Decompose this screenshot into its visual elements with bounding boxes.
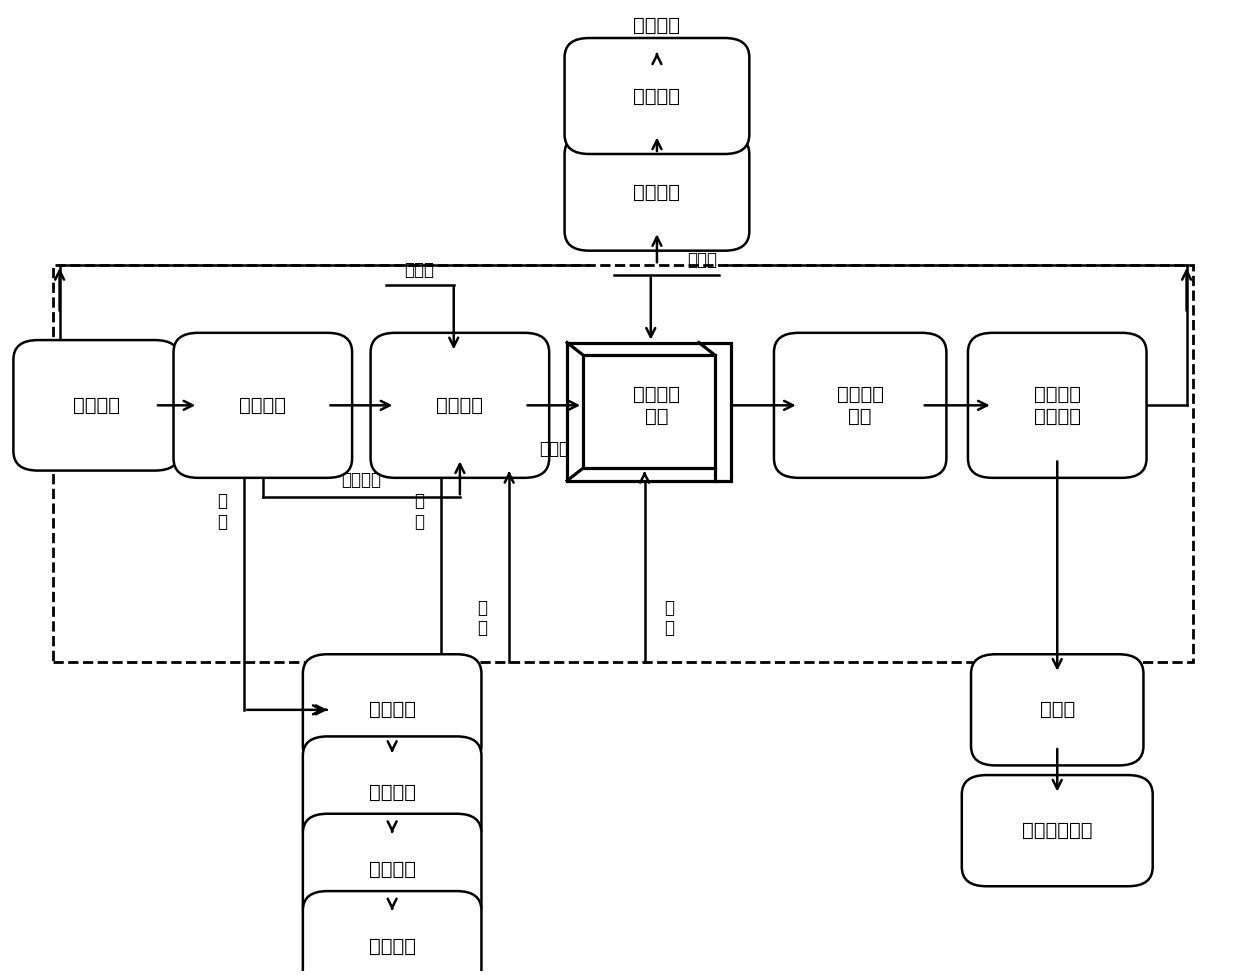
Text: 机械破碎: 机械破碎 xyxy=(436,396,484,414)
FancyBboxPatch shape xyxy=(371,332,549,478)
Text: 达标排放: 达标排放 xyxy=(634,16,681,35)
Text: 固液分离: 固液分离 xyxy=(239,396,286,414)
Text: 高温消毒
杀菌: 高温消毒 杀菌 xyxy=(837,385,884,426)
Text: 复合蛋白饲料: 复合蛋白饲料 xyxy=(1022,821,1092,840)
Text: 废
渣: 废 渣 xyxy=(477,599,487,638)
Text: 皂化盐析: 皂化盐析 xyxy=(368,783,415,801)
FancyBboxPatch shape xyxy=(303,654,481,765)
Text: 三相分离: 三相分离 xyxy=(368,700,415,720)
FancyBboxPatch shape xyxy=(583,355,714,468)
Text: 餐厨垃圾: 餐厨垃圾 xyxy=(73,396,120,414)
Text: 滤
液: 滤 液 xyxy=(217,492,227,531)
Text: 废
水: 废 水 xyxy=(665,599,675,638)
Text: 催化剂: 催化剂 xyxy=(687,252,718,269)
Text: 喷淋除臭: 喷淋除臭 xyxy=(634,183,681,202)
Text: 水洗干燥: 水洗干燥 xyxy=(368,860,415,878)
FancyBboxPatch shape xyxy=(174,332,352,478)
FancyBboxPatch shape xyxy=(14,340,180,471)
FancyBboxPatch shape xyxy=(971,654,1143,765)
Text: 精加工: 精加工 xyxy=(1039,700,1075,720)
Text: 滤
液: 滤 液 xyxy=(414,492,424,531)
FancyBboxPatch shape xyxy=(303,814,481,925)
Text: 生物吸附: 生物吸附 xyxy=(634,87,681,105)
Text: 大块垃圾: 大块垃圾 xyxy=(341,471,382,488)
FancyBboxPatch shape xyxy=(962,775,1153,886)
Text: 打包收运
用做燃料: 打包收运 用做燃料 xyxy=(1034,385,1081,426)
FancyBboxPatch shape xyxy=(564,38,749,154)
Text: 改良剂: 改良剂 xyxy=(404,261,434,279)
Text: 水热碳化
系统: 水热碳化 系统 xyxy=(634,385,681,426)
Text: 工业肥皂: 工业肥皂 xyxy=(368,937,415,956)
FancyBboxPatch shape xyxy=(564,135,749,251)
Text: 有机物: 有机物 xyxy=(539,440,569,458)
FancyBboxPatch shape xyxy=(567,342,730,481)
FancyBboxPatch shape xyxy=(774,332,946,478)
FancyBboxPatch shape xyxy=(303,891,481,975)
FancyBboxPatch shape xyxy=(968,332,1147,478)
FancyBboxPatch shape xyxy=(303,736,481,847)
